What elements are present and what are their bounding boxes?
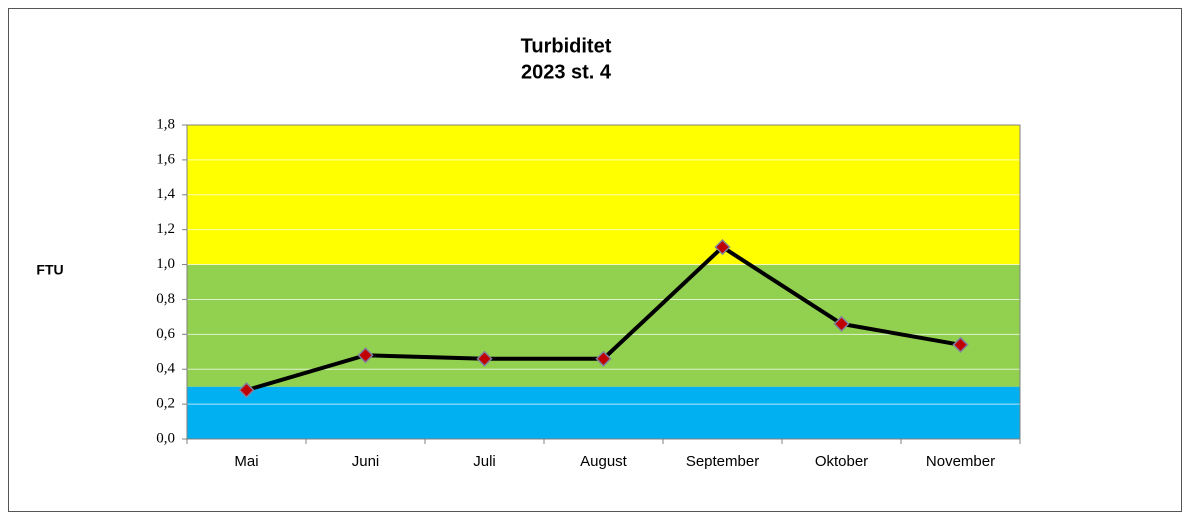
y-tick-label: 1,4: [156, 186, 175, 202]
data-point: [714, 239, 731, 256]
y-tick-label: 0,4: [156, 361, 175, 377]
chart-title: Turbiditet: [521, 35, 612, 57]
threshold-band: [187, 264, 1020, 387]
x-tick-label: November: [926, 453, 995, 470]
y-tick-label: 1,2: [156, 221, 175, 237]
x-tick-label: August: [580, 453, 628, 470]
x-tick-label: Oktober: [815, 453, 868, 470]
data-point: [595, 350, 612, 367]
y-tick-label: 0,6: [156, 326, 175, 342]
x-tick-label: Juli: [473, 453, 496, 470]
y-tick-label: 1,8: [156, 116, 175, 132]
x-tick-label: September: [686, 453, 759, 470]
y-tick-label: 1,6: [156, 151, 175, 167]
y-axis-label: FTU: [36, 262, 63, 278]
x-tick-label: Mai: [234, 453, 258, 470]
y-tick-label: 0,0: [156, 430, 175, 446]
data-point: [357, 347, 374, 364]
plot-border: [186, 124, 1021, 440]
data-point: [833, 315, 850, 332]
x-tick-label: Juni: [352, 453, 380, 470]
data-point: [476, 350, 493, 367]
y-tick-label: 0,8: [156, 291, 175, 307]
data-point: [952, 336, 969, 353]
chart-subtitle: 2023 st. 4: [521, 61, 612, 83]
threshold-band: [187, 386, 1020, 439]
data-point: [238, 382, 255, 399]
y-tick-label: 1,0: [156, 256, 175, 272]
y-tick-label: 0,2: [156, 396, 175, 412]
